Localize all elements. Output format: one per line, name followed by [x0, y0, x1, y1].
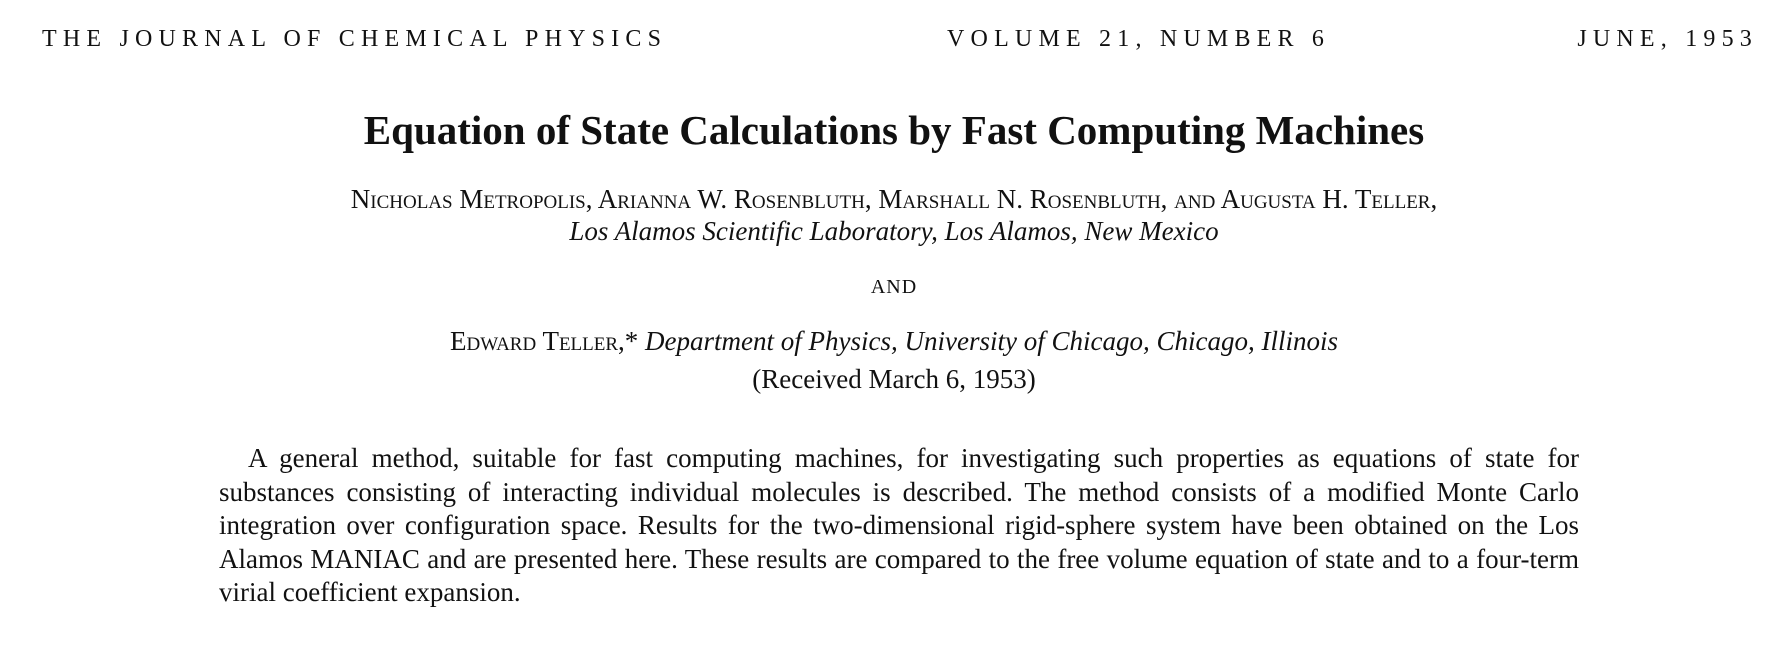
paper-title: Equation of State Calculations by Fast C…: [363, 107, 1425, 153]
running-header: THE JOURNAL OF CHEMICAL PHYSICS VOLUME 2…: [42, 26, 1758, 60]
author-teller: Edward Teller,*: [450, 326, 639, 356]
journal-name: THE JOURNAL OF CHEMICAL PHYSICS: [42, 26, 668, 52]
abstract: A general method, suitable for fast comp…: [219, 443, 1579, 607]
issue-date: JUNE, 1953: [1577, 26, 1758, 52]
received-date: (Received March 6, 1953): [752, 364, 1036, 394]
volume-number: VOLUME 21, NUMBER 6: [947, 26, 1331, 52]
second-author-line: Edward Teller,* Department of Physics, U…: [0, 326, 1788, 357]
affiliation-chicago: Department of Physics, University of Chi…: [645, 326, 1338, 356]
affiliation-los-alamos: Los Alamos Scientific Laboratory, Los Al…: [569, 216, 1219, 246]
author-list: Nicholas Metropolis, Arianna W. Rosenblu…: [350, 184, 1438, 214]
author-conjunction: AND: [870, 276, 918, 298]
